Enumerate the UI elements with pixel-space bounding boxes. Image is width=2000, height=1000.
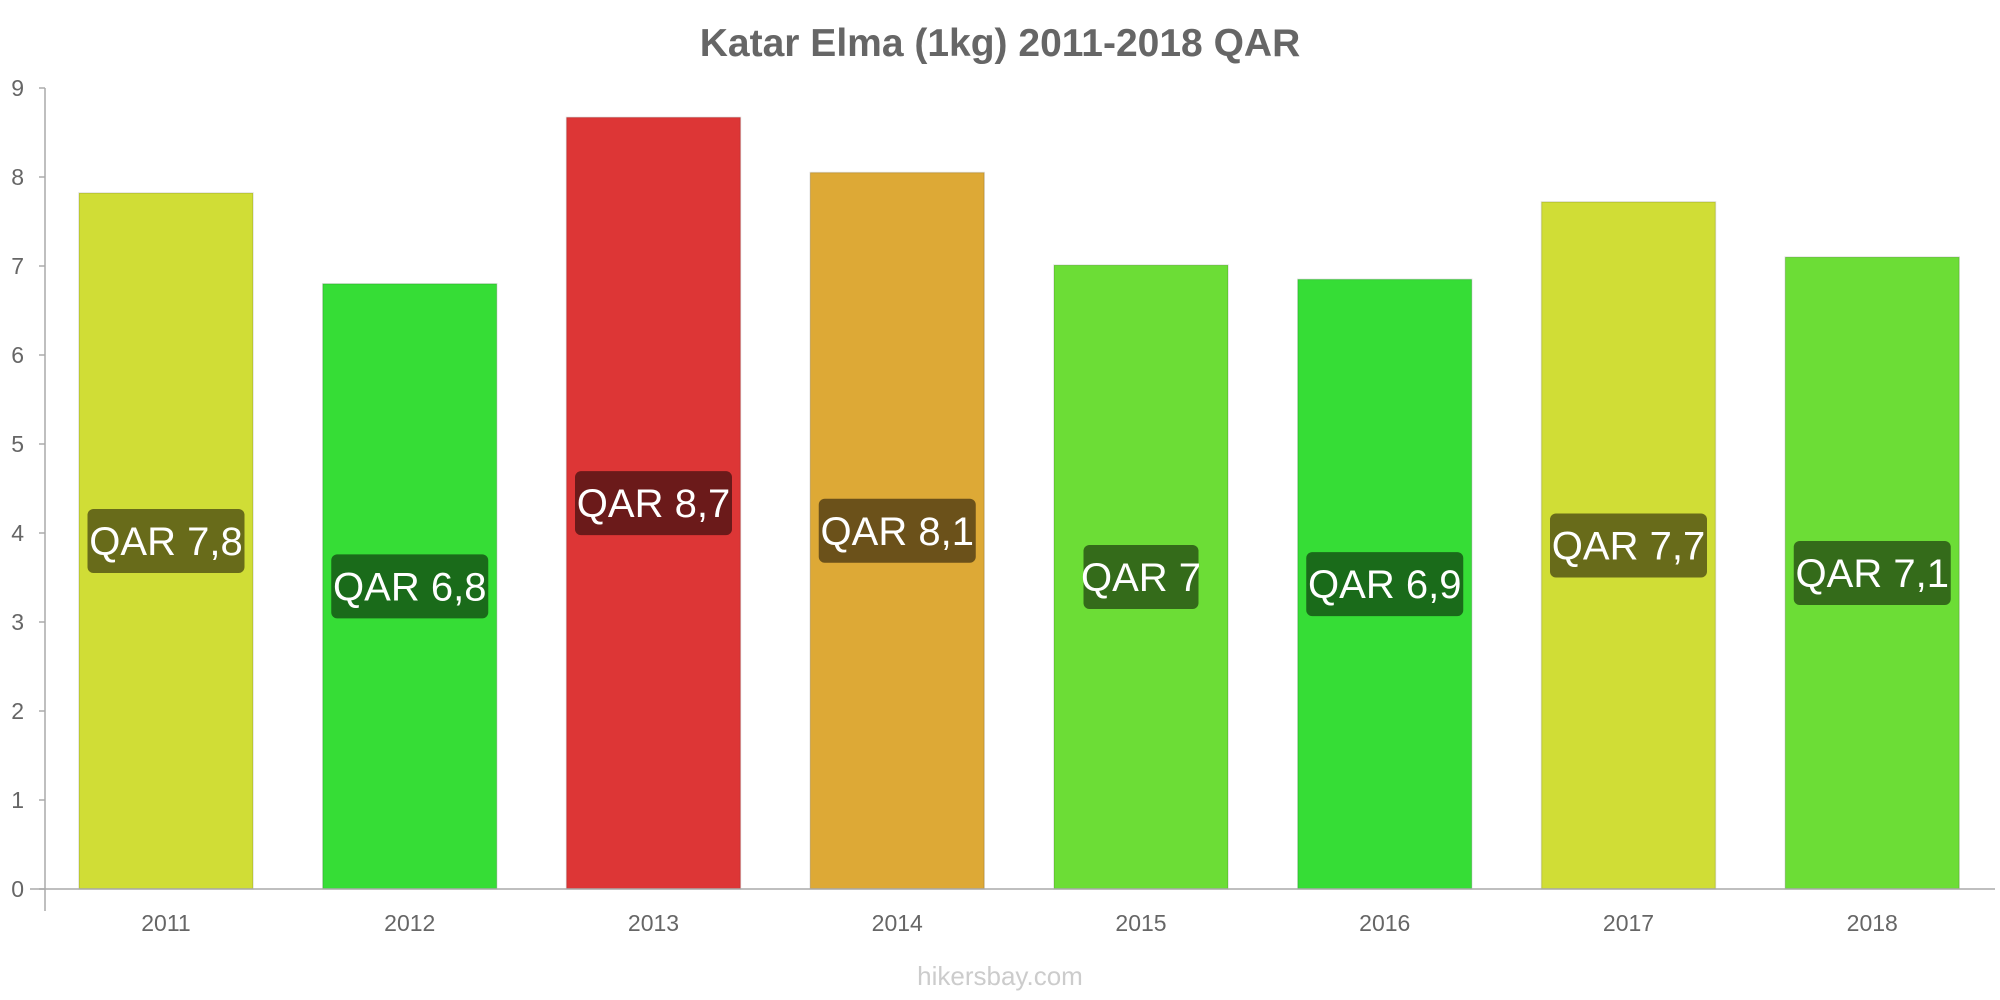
data-label: QAR 7,8 bbox=[89, 520, 242, 564]
y-tick-label: 6 bbox=[11, 342, 24, 368]
data-label-box bbox=[1550, 513, 1707, 578]
data-label-box bbox=[1793, 541, 1951, 606]
y-tick-label: 0 bbox=[11, 876, 24, 902]
x-tick-label: 2013 bbox=[628, 910, 679, 936]
watermark: hikersbay.com bbox=[917, 961, 1083, 991]
data-label: QAR 8,7 bbox=[577, 482, 730, 526]
x-tick-label: 2017 bbox=[1603, 910, 1654, 936]
bars-group bbox=[78, 116, 1960, 890]
x-tick-label: 2015 bbox=[1115, 910, 1166, 936]
data-label-box bbox=[331, 554, 489, 619]
data-label-box bbox=[1306, 552, 1464, 617]
y-tick-label: 3 bbox=[11, 609, 24, 635]
x-tick-label: 2018 bbox=[1847, 910, 1898, 936]
data-label: QAR 6,8 bbox=[333, 565, 486, 609]
data-label-box bbox=[575, 471, 732, 536]
y-tick-label: 8 bbox=[11, 164, 24, 190]
data-label-box bbox=[87, 509, 245, 574]
y-tick-label: 5 bbox=[11, 431, 24, 457]
x-tick-label: 2014 bbox=[872, 910, 923, 936]
data-label: QAR 6,9 bbox=[1308, 563, 1461, 607]
data-label: QAR 7,1 bbox=[1796, 552, 1949, 596]
y-axis: 0 1 2 3 4 5 6 7 8 9 bbox=[11, 75, 45, 902]
x-tick-label: 2011 bbox=[141, 910, 190, 936]
data-label-box bbox=[1083, 545, 1199, 610]
data-labels-group: QAR 7,8 QAR 6,8 QAR 8,7 QAR 8,1 QAR 7 QAR 6,9… bbox=[87, 471, 1951, 619]
x-axis: 2011 2012 2013 2014 2015 2016 2017 2018 bbox=[141, 910, 1898, 936]
x-tick-label: 2016 bbox=[1359, 910, 1410, 936]
y-tick-label: 4 bbox=[11, 520, 24, 546]
y-tick-label: 2 bbox=[11, 698, 24, 724]
data-label: QAR 7 bbox=[1081, 556, 1201, 600]
y-tick-label: 7 bbox=[11, 253, 24, 279]
y-tick-label: 1 bbox=[11, 787, 24, 813]
chart-title: Katar Elma (1kg) 2011-2018 QAR bbox=[700, 22, 1300, 65]
data-label: QAR 7,7 bbox=[1552, 524, 1705, 568]
data-label: QAR 8,1 bbox=[821, 510, 974, 554]
y-tick-label: 9 bbox=[11, 75, 24, 101]
data-label-box bbox=[818, 498, 976, 563]
x-tick-label: 2012 bbox=[384, 910, 435, 936]
